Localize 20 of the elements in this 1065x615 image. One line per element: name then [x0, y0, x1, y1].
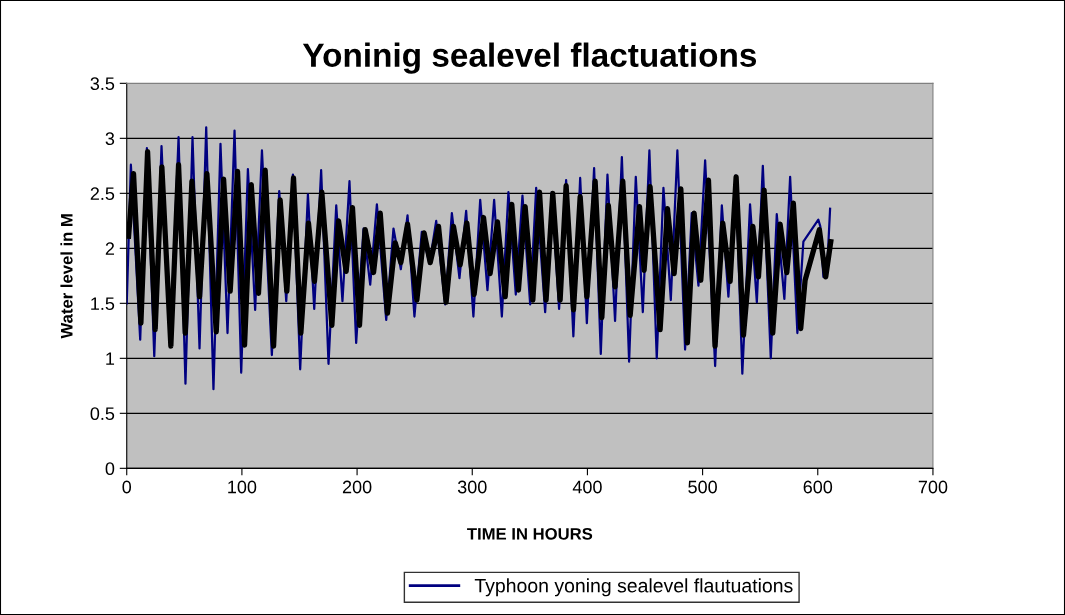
x-tick-label: 300 [457, 480, 487, 494]
x-tick-label: 600 [803, 480, 833, 494]
x-tick-label: 100 [228, 480, 257, 494]
y-tick-label: 2.5 [90, 187, 115, 201]
y-tick-label: 0.5 [90, 407, 115, 421]
y-tick-label: 0 [105, 462, 115, 476]
x-tick-label: 700 [918, 480, 948, 494]
y-axis-title: Water level in M [60, 214, 73, 339]
y-tick-label: 3 [105, 132, 115, 146]
x-axis-title: TIME IN HOURS [467, 527, 593, 540]
x-tick-label: 200 [342, 480, 372, 494]
y-tick-label: 3.5 [90, 77, 115, 91]
y-tick-label: 2 [105, 242, 115, 255]
chart-title: Yoninig sealevel flactuations [302, 42, 757, 74]
x-tick-label: 0 [122, 480, 132, 494]
x-tick-label: 400 [572, 480, 602, 494]
x-tick-label: 500 [688, 480, 717, 494]
y-tick-label: 1 [106, 352, 115, 365]
legend-label: Typhoon yoning sealevel flautuations [474, 578, 793, 597]
y-tick-label: 1.5 [91, 297, 115, 311]
